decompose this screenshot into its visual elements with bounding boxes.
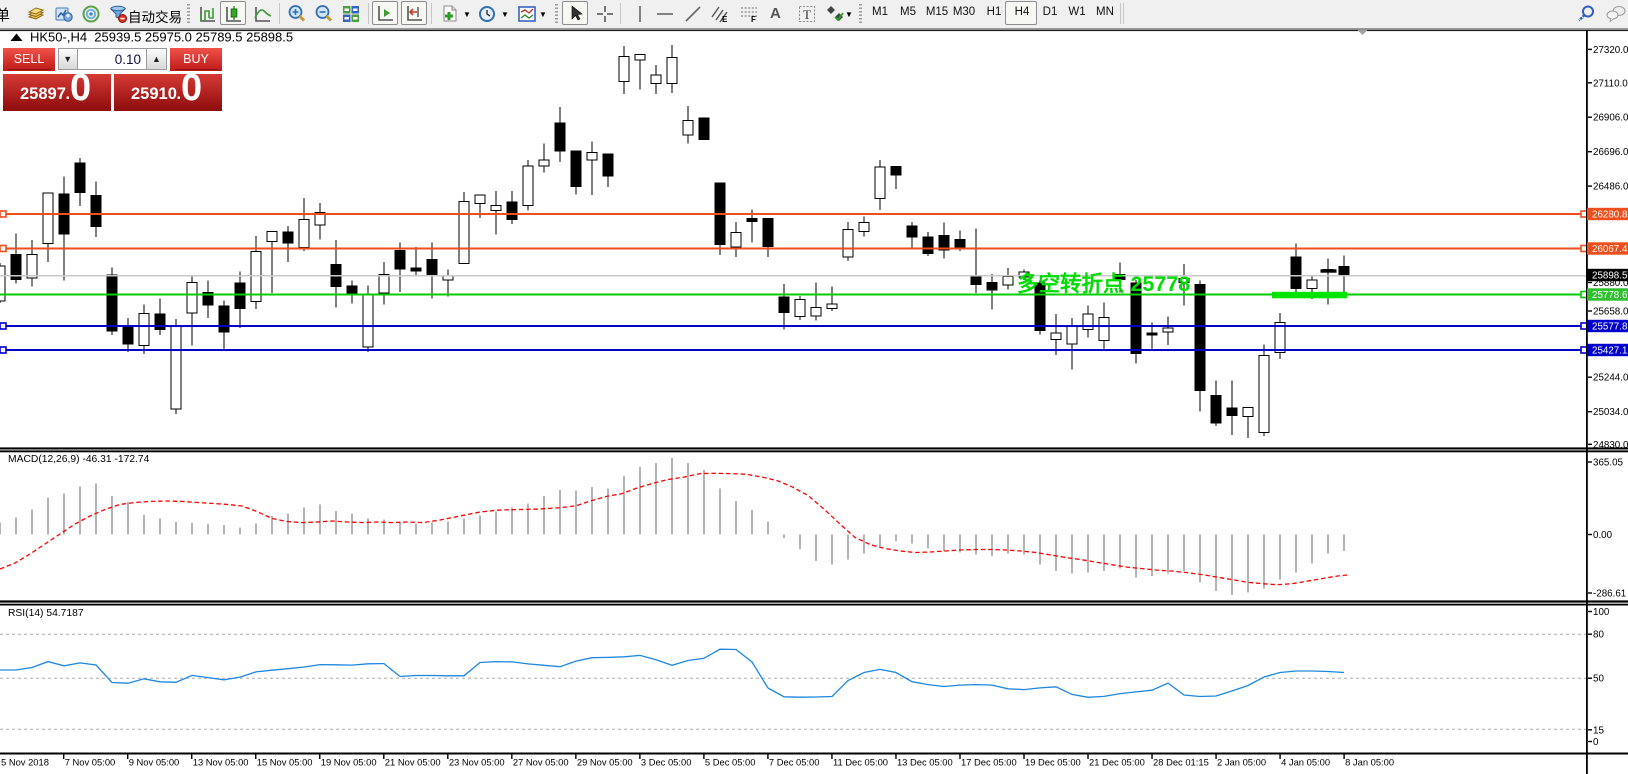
svg-text:26486.0: 26486.0	[1593, 182, 1628, 193]
svg-text:29 Nov 05:00: 29 Nov 05:00	[577, 757, 633, 768]
svg-text:28 Dec 01:15: 28 Dec 01:15	[1153, 757, 1209, 768]
svg-text:4 Jan 05:00: 4 Jan 05:00	[1281, 757, 1330, 768]
svg-text:26067.4: 26067.4	[1592, 244, 1628, 255]
svg-text:19 Nov 05:00: 19 Nov 05:00	[321, 757, 377, 768]
svg-text:19 Dec 05:00: 19 Dec 05:00	[1025, 757, 1081, 768]
svg-text:2 Jan 05:00: 2 Jan 05:00	[1217, 757, 1266, 768]
svg-text:RSI(14) 54.7187: RSI(14) 54.7187	[8, 608, 84, 619]
svg-text:100: 100	[1593, 607, 1610, 618]
svg-text:25034.0: 25034.0	[1593, 407, 1628, 418]
svg-text:25427.1: 25427.1	[1592, 346, 1627, 357]
svg-text:5 Dec 05:00: 5 Dec 05:00	[705, 757, 756, 768]
svg-text:-286.61: -286.61	[1593, 589, 1626, 600]
svg-text:7 Nov 05:00: 7 Nov 05:00	[65, 757, 116, 768]
svg-text:25880.0: 25880.0	[1593, 278, 1628, 289]
svg-text:25244.0: 25244.0	[1593, 373, 1628, 384]
svg-text:17 Dec 05:00: 17 Dec 05:00	[961, 757, 1017, 768]
svg-text:24830.0: 24830.0	[1593, 440, 1628, 451]
svg-text:9 Nov 05:00: 9 Nov 05:00	[129, 757, 180, 768]
svg-text:27320.0: 27320.0	[1593, 45, 1628, 56]
svg-text:365.05: 365.05	[1593, 458, 1624, 469]
svg-text:25658.0: 25658.0	[1593, 307, 1628, 318]
svg-text:25778.6: 25778.6	[1592, 290, 1628, 301]
svg-text:15: 15	[1593, 725, 1604, 736]
svg-text:F: F	[751, 15, 756, 24]
svg-text:26906.0: 26906.0	[1593, 113, 1628, 124]
svg-text:25898.5: 25898.5	[1592, 271, 1628, 282]
svg-text:27110.0: 27110.0	[1593, 78, 1628, 89]
svg-text:15 Nov 05:00: 15 Nov 05:00	[257, 757, 313, 768]
svg-text:11 Dec 05:00: 11 Dec 05:00	[833, 757, 888, 768]
svg-text:8 Jan 05:00: 8 Jan 05:00	[1345, 757, 1394, 768]
svg-text:7 Dec 05:00: 7 Dec 05:00	[769, 757, 820, 768]
svg-text:HK50-,H4 25939.5 25975.0 2578: HK50-,H4 25939.5 25975.0 25789.5 25898.5	[30, 30, 293, 45]
svg-text:0.00: 0.00	[1593, 530, 1613, 541]
svg-text:23 Nov 05:00: 23 Nov 05:00	[449, 757, 505, 768]
svg-text:13 Nov 05:00: 13 Nov 05:00	[193, 757, 249, 768]
svg-text:50: 50	[1593, 674, 1604, 685]
svg-text:25577.8: 25577.8	[1592, 322, 1628, 333]
svg-text:MACD(12,26,9) -46.31 -172.74: MACD(12,26,9) -46.31 -172.74	[8, 454, 150, 465]
svg-text:80: 80	[1593, 630, 1604, 641]
svg-text:26696.0: 26696.0	[1593, 147, 1628, 158]
svg-text:3 Dec 05:00: 3 Dec 05:00	[641, 757, 692, 768]
svg-text:多空转折点 25778: 多空转折点 25778	[1017, 271, 1190, 296]
svg-text:E: E	[722, 15, 728, 24]
svg-text:27 Nov 05:00: 27 Nov 05:00	[513, 757, 569, 768]
svg-text:13 Dec 05:00: 13 Dec 05:00	[897, 757, 953, 768]
svg-text:21 Nov 05:00: 21 Nov 05:00	[385, 757, 441, 768]
svg-text:0: 0	[1593, 737, 1599, 748]
svg-text:21 Dec 05:00: 21 Dec 05:00	[1089, 757, 1145, 768]
svg-text:26280.8: 26280.8	[1592, 210, 1628, 221]
svg-text:T: T	[803, 7, 811, 22]
svg-text:5 Nov 2018: 5 Nov 2018	[1, 757, 49, 768]
